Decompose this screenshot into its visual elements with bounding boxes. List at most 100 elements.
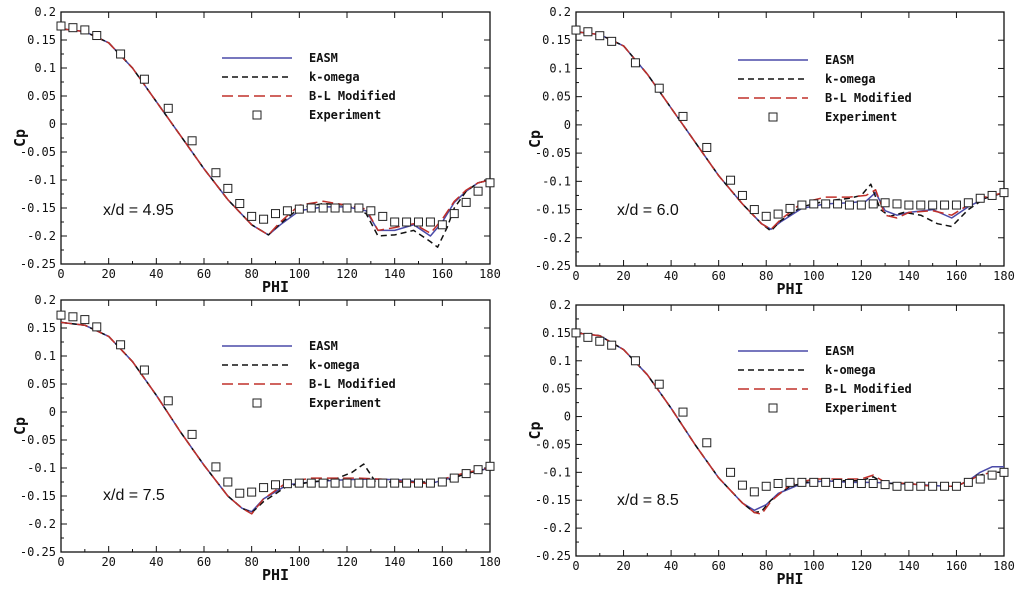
y-tick-label: -0.25 <box>535 549 571 563</box>
x-tick-label: 180 <box>479 555 501 569</box>
experiment-point <box>987 190 997 200</box>
experiment-point <box>773 478 783 488</box>
experiment-point <box>809 477 819 487</box>
experiment-point <box>928 200 938 210</box>
experiment-point <box>235 199 245 209</box>
x-tick-label: 120 <box>850 269 872 283</box>
experiment-point <box>271 480 280 490</box>
x-tick-label: 20 <box>101 555 115 569</box>
experiment-point <box>80 25 90 35</box>
experiment-point <box>737 190 747 200</box>
x-tick-label: 0 <box>57 555 64 569</box>
legend-entry: Experiment <box>768 110 897 124</box>
experiment-point <box>833 199 843 209</box>
y-tick-label: -0.2 <box>542 521 571 535</box>
x-tick-label: 160 <box>946 269 968 283</box>
legend-label: Experiment <box>309 108 381 122</box>
experiment-point <box>880 480 890 490</box>
experiment-point <box>749 205 759 215</box>
experiment-point <box>247 211 257 221</box>
experiment-point <box>271 209 280 219</box>
x-tick-label: 140 <box>384 555 406 569</box>
y-tick-label: -0.1 <box>542 174 571 188</box>
experiment-point <box>702 438 712 448</box>
experiment-point <box>975 193 985 203</box>
legend-label: B-L Modified <box>309 89 396 103</box>
legend-label: Experiment <box>825 110 897 124</box>
y-tick-label: 0.15 <box>542 326 571 340</box>
x-tick-label: 0 <box>57 267 64 281</box>
experiment-point <box>318 478 328 488</box>
legend-entry: EASM <box>738 53 854 67</box>
series-experiment <box>56 21 495 230</box>
x-tick-label: 0 <box>572 559 579 573</box>
panel-annotation: x/d = 8.5 <box>617 492 679 509</box>
x-tick-label: 180 <box>993 269 1015 283</box>
experiment-point <box>892 199 902 209</box>
legend-label: EASM <box>825 344 854 358</box>
experiment-point <box>306 478 316 488</box>
legend-label: B-L Modified <box>825 382 912 396</box>
experiment-point <box>235 488 245 498</box>
experiment-point <box>821 199 831 209</box>
experiment-point <box>583 332 593 342</box>
y-tick-label: -0.1 <box>27 173 56 187</box>
experiment-point <box>607 36 617 46</box>
y-tick-label: 0.2 <box>549 298 571 312</box>
series-experiment <box>56 310 495 498</box>
experiment-point <box>223 183 233 193</box>
legend-entry: Experiment <box>768 401 897 415</box>
experiment-point <box>916 200 926 210</box>
x-tick-label: 100 <box>803 559 825 573</box>
y-tick-label: 0 <box>564 118 571 132</box>
experiment-point <box>378 211 388 221</box>
y-tick-label: -0.1 <box>27 461 56 475</box>
x-tick-label: 120 <box>336 267 358 281</box>
x-tick-label: 80 <box>759 269 773 283</box>
experiment-point <box>844 478 854 488</box>
experiment-point <box>630 356 640 366</box>
experiment-point <box>583 27 593 37</box>
experiment-point <box>282 479 292 489</box>
legend-label: Experiment <box>309 396 381 410</box>
y-tick-label: 0.1 <box>34 349 56 363</box>
experiment-point <box>880 198 890 208</box>
experiment-point <box>390 217 400 227</box>
experiment-point <box>607 340 617 350</box>
experiment-point <box>354 478 364 488</box>
experiment-point <box>449 473 459 483</box>
chart-panel-3: 0.20.150.10.050-0.05-0.1-0.15-0.2-0.250 2… <box>11 293 501 584</box>
experiment-point <box>163 396 173 406</box>
x-tick-label: 100 <box>288 267 310 281</box>
y-tick-label: -0.15 <box>535 203 571 217</box>
experiment-point <box>354 203 364 213</box>
x-tick-label: 40 <box>149 267 163 281</box>
x-tick-label: 0 <box>572 269 579 283</box>
y-tick-label: 0 <box>49 117 56 131</box>
experiment-point <box>414 478 423 488</box>
experiment-point <box>187 136 197 146</box>
experiment-point <box>654 379 664 389</box>
x-tick-label: 20 <box>101 267 115 281</box>
experiment-point <box>856 478 866 488</box>
experiment-point <box>402 478 412 488</box>
experiment-point <box>761 211 771 221</box>
x-tick-label: 120 <box>850 559 872 573</box>
experiment-point <box>595 31 605 41</box>
x-tick-label: 160 <box>431 267 453 281</box>
y-tick-label: 0.1 <box>34 61 56 75</box>
y-tick-label: 0.1 <box>549 61 571 75</box>
x-axis-title: PHI <box>776 280 803 298</box>
legend-entry: B-L Modified <box>738 91 912 105</box>
x-tick-label: 160 <box>946 559 968 573</box>
y-tick-label: 0.1 <box>549 354 571 368</box>
experiment-point <box>56 21 66 31</box>
x-tick-label: 40 <box>664 559 678 573</box>
y-tick-label: -0.25 <box>20 545 56 559</box>
experiment-point <box>595 336 605 346</box>
experiment-point <box>749 487 759 497</box>
y-axis-title: Cp <box>526 130 544 148</box>
y-tick-label: 0 <box>564 410 571 424</box>
experiment-point <box>975 474 985 484</box>
x-tick-label: 60 <box>711 559 725 573</box>
